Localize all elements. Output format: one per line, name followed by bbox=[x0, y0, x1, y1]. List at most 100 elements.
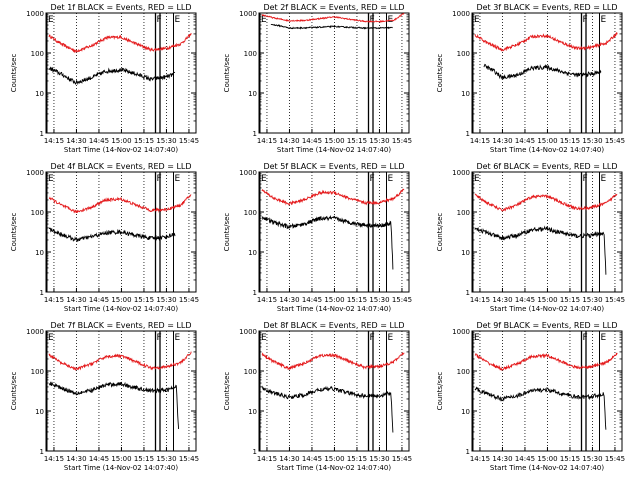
y-tick-label: 10 bbox=[461, 90, 470, 98]
x-tick-label: 15:15 bbox=[347, 455, 367, 463]
y-axis-label: Counts/sec bbox=[436, 372, 444, 411]
x-axis-label: Start Time (14-Nov-02 14:07:40) bbox=[277, 464, 391, 472]
y-tick-label: 10 bbox=[248, 408, 257, 416]
detector-panel-7: Det 7f BLACK = Events, RED = LLD 1 10 100 10… bbox=[10, 321, 199, 472]
x-tick-label: 15:15 bbox=[347, 137, 367, 145]
y-tick-label: 100 bbox=[31, 368, 44, 376]
start-marker-label: E bbox=[48, 333, 54, 343]
series-line-events bbox=[48, 227, 176, 243]
x-tick-label: 15:45 bbox=[179, 455, 199, 463]
x-tick-label: 15:00 bbox=[324, 137, 344, 145]
y-tick-label: 10 bbox=[248, 90, 257, 98]
end-marker-label: E bbox=[601, 174, 607, 184]
x-tick-label: 14:15 bbox=[470, 296, 490, 304]
x-tick-label: 14:15 bbox=[470, 137, 490, 145]
y-axis-label: Counts/sec bbox=[223, 372, 231, 411]
y-tick-label: 100 bbox=[457, 209, 470, 217]
x-axis-label: Start Time (14-Nov-02 14:07:40) bbox=[64, 305, 178, 313]
flare-marker-label: F bbox=[157, 333, 162, 343]
x-axis-label: Start Time (14-Nov-02 14:07:40) bbox=[277, 305, 391, 313]
y-tick-label: 10 bbox=[461, 249, 470, 257]
x-tick-label: 14:45 bbox=[302, 137, 322, 145]
y-tick-label: 100 bbox=[244, 368, 257, 376]
y-tick-label: 1 bbox=[40, 130, 44, 138]
y-tick-label: 10 bbox=[461, 408, 470, 416]
series-line-events bbox=[48, 66, 176, 86]
series-line-lld bbox=[48, 194, 192, 214]
end-marker-label: E bbox=[388, 174, 394, 184]
x-tick-label: 14:30 bbox=[279, 137, 299, 145]
series-line-lld bbox=[261, 352, 405, 371]
detector-panel-5: Det 5f BLACK = Events, RED = LLD 1 10 100 10… bbox=[223, 162, 412, 313]
y-tick-label: 1 bbox=[40, 289, 44, 297]
x-tick-label: 14:45 bbox=[89, 296, 109, 304]
series-line-lld bbox=[474, 32, 618, 52]
panel-title: Det 8f BLACK = Events, RED = LLD bbox=[263, 321, 404, 330]
x-tick-label: 15:00 bbox=[111, 296, 131, 304]
x-tick-label: 15:30 bbox=[369, 455, 389, 463]
x-tick-label: 14:15 bbox=[257, 137, 277, 145]
y-tick-label: 10 bbox=[35, 249, 44, 257]
y-tick-label: 100 bbox=[457, 50, 470, 58]
flare-marker-label: F bbox=[370, 15, 375, 25]
x-tick-label: 15:45 bbox=[605, 296, 625, 304]
x-tick-label: 15:45 bbox=[179, 296, 199, 304]
start-marker-label: E bbox=[48, 15, 54, 25]
x-tick-label: 14:45 bbox=[302, 455, 322, 463]
y-tick-label: 10 bbox=[35, 90, 44, 98]
x-tick-label: 15:15 bbox=[347, 296, 367, 304]
y-tick-label: 100 bbox=[31, 209, 44, 217]
end-marker-label: E bbox=[175, 333, 181, 343]
y-axis-label: Counts/sec bbox=[10, 372, 18, 411]
detector-panel-3: Det 3f BLACK = Events, RED = LLD 1 10 100 10… bbox=[436, 3, 625, 154]
y-tick-label: 1000 bbox=[26, 169, 44, 177]
series-line-events bbox=[48, 381, 180, 430]
x-tick-label: 15:15 bbox=[134, 296, 154, 304]
y-tick-label: 1 bbox=[253, 130, 257, 138]
detector-panel-2: Det 2f BLACK = Events, RED = LLD 1 10 100 10… bbox=[223, 3, 412, 154]
y-tick-label: 1000 bbox=[452, 10, 470, 18]
panel-title: Det 9f BLACK = Events, RED = LLD bbox=[476, 321, 617, 330]
x-tick-label: 15:30 bbox=[156, 296, 176, 304]
panel-title: Det 7f BLACK = Events, RED = LLD bbox=[50, 321, 191, 330]
y-tick-label: 10 bbox=[248, 249, 257, 257]
detector-panel-4: Det 4f BLACK = Events, RED = LLD 1 10 100 10… bbox=[10, 162, 199, 313]
end-marker-label: E bbox=[601, 333, 607, 343]
series-line-events bbox=[474, 225, 607, 275]
detector-panel-1: Det 1f BLACK = Events, RED = LLD 1 10 100 10… bbox=[10, 3, 199, 154]
y-tick-label: 1 bbox=[253, 448, 257, 456]
x-tick-label: 15:45 bbox=[392, 296, 412, 304]
panel-title: Det 6f BLACK = Events, RED = LLD bbox=[476, 162, 617, 171]
y-tick-label: 1 bbox=[253, 289, 257, 297]
x-tick-label: 15:00 bbox=[111, 455, 131, 463]
x-tick-label: 15:30 bbox=[369, 296, 389, 304]
x-tick-label: 14:30 bbox=[279, 296, 299, 304]
x-axis-label: Start Time (14-Nov-02 14:07:40) bbox=[490, 464, 604, 472]
end-marker-label: E bbox=[601, 15, 607, 25]
x-tick-label: 14:30 bbox=[279, 455, 299, 463]
end-marker-label: E bbox=[175, 15, 181, 25]
detector-panel-8: Det 8f BLACK = Events, RED = LLD 1 10 100 10… bbox=[223, 321, 412, 472]
x-tick-label: 14:15 bbox=[470, 455, 490, 463]
end-marker-label: E bbox=[175, 174, 181, 184]
y-tick-label: 1000 bbox=[452, 328, 470, 336]
x-tick-label: 15:30 bbox=[156, 455, 176, 463]
y-tick-label: 10 bbox=[35, 408, 44, 416]
x-tick-label: 15:30 bbox=[582, 455, 602, 463]
detector-panel-9: Det 9f BLACK = Events, RED = LLD 1 10 100 10… bbox=[436, 321, 625, 472]
y-tick-label: 1000 bbox=[239, 169, 257, 177]
x-tick-label: 15:45 bbox=[392, 455, 412, 463]
y-tick-label: 1 bbox=[466, 130, 470, 138]
start-marker-label: E bbox=[474, 15, 480, 25]
y-axis-label: Counts/sec bbox=[436, 54, 444, 93]
y-axis-label: Counts/sec bbox=[10, 213, 18, 252]
x-tick-label: 14:45 bbox=[515, 296, 535, 304]
x-axis-label: Start Time (14-Nov-02 14:07:40) bbox=[277, 146, 391, 154]
x-tick-label: 15:00 bbox=[537, 455, 557, 463]
y-tick-label: 1 bbox=[466, 289, 470, 297]
y-tick-label: 1 bbox=[40, 448, 44, 456]
start-marker-label: E bbox=[261, 333, 267, 343]
x-axis-label: Start Time (14-Nov-02 14:07:40) bbox=[490, 146, 604, 154]
x-tick-label: 14:15 bbox=[44, 296, 64, 304]
